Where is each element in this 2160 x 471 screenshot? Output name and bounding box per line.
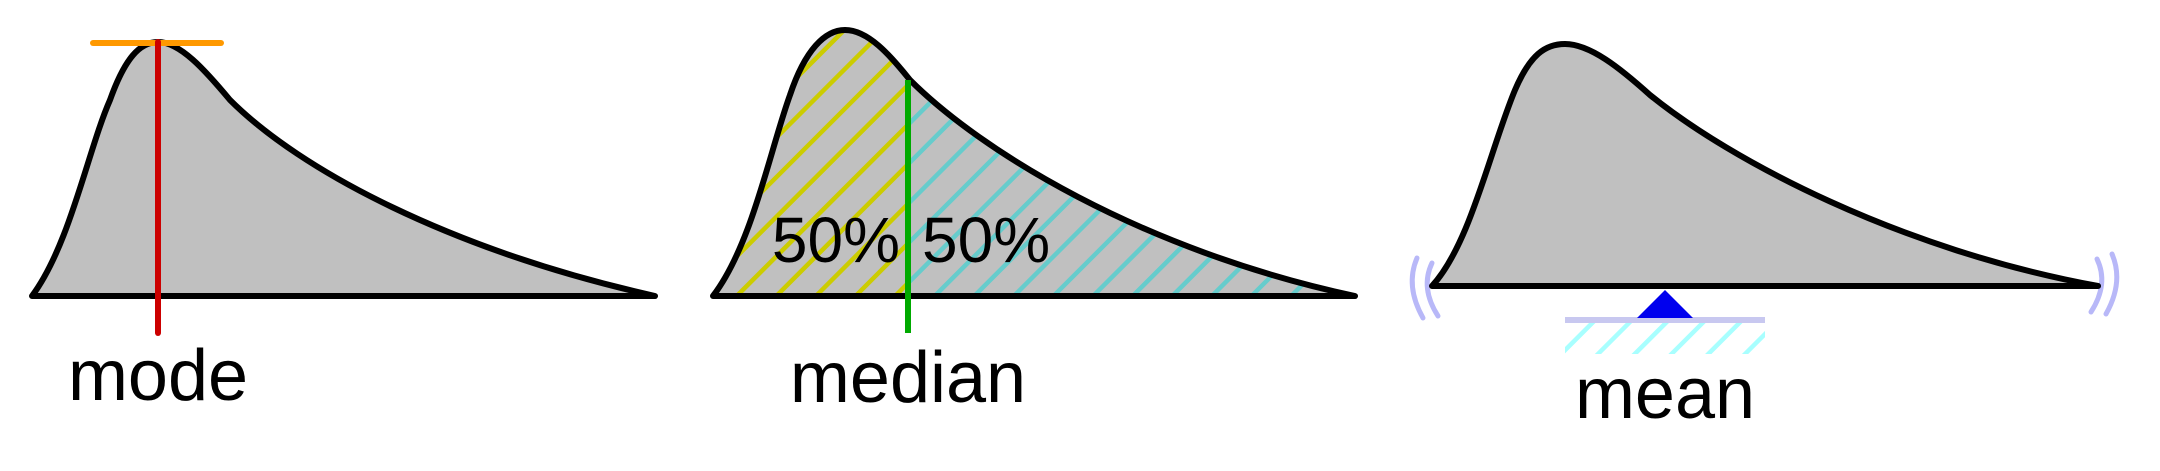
median-label: median	[790, 338, 1026, 418]
support-hatch	[1565, 320, 1765, 354]
median-distribution-curve	[710, 27, 1358, 299]
median-right-area	[908, 77, 1355, 296]
mean-panel: mean	[1409, 41, 2120, 434]
right-balance-arcs	[2088, 251, 2120, 317]
median-right-percent: 50%	[922, 204, 1050, 276]
mean-distribution-curve	[1429, 41, 2101, 289]
mode-distribution-curve	[29, 39, 658, 299]
left-balance-arcs	[1409, 255, 1441, 321]
median-panel: 50% 50% median	[710, 27, 1358, 418]
median-left-area	[713, 30, 908, 296]
mean-label: mean	[1575, 354, 1755, 434]
median-left-percent: 50%	[772, 204, 900, 276]
mode-panel: mode	[29, 39, 658, 416]
fulcrum-triangle	[1637, 290, 1693, 318]
mode-label: mode	[68, 336, 248, 416]
